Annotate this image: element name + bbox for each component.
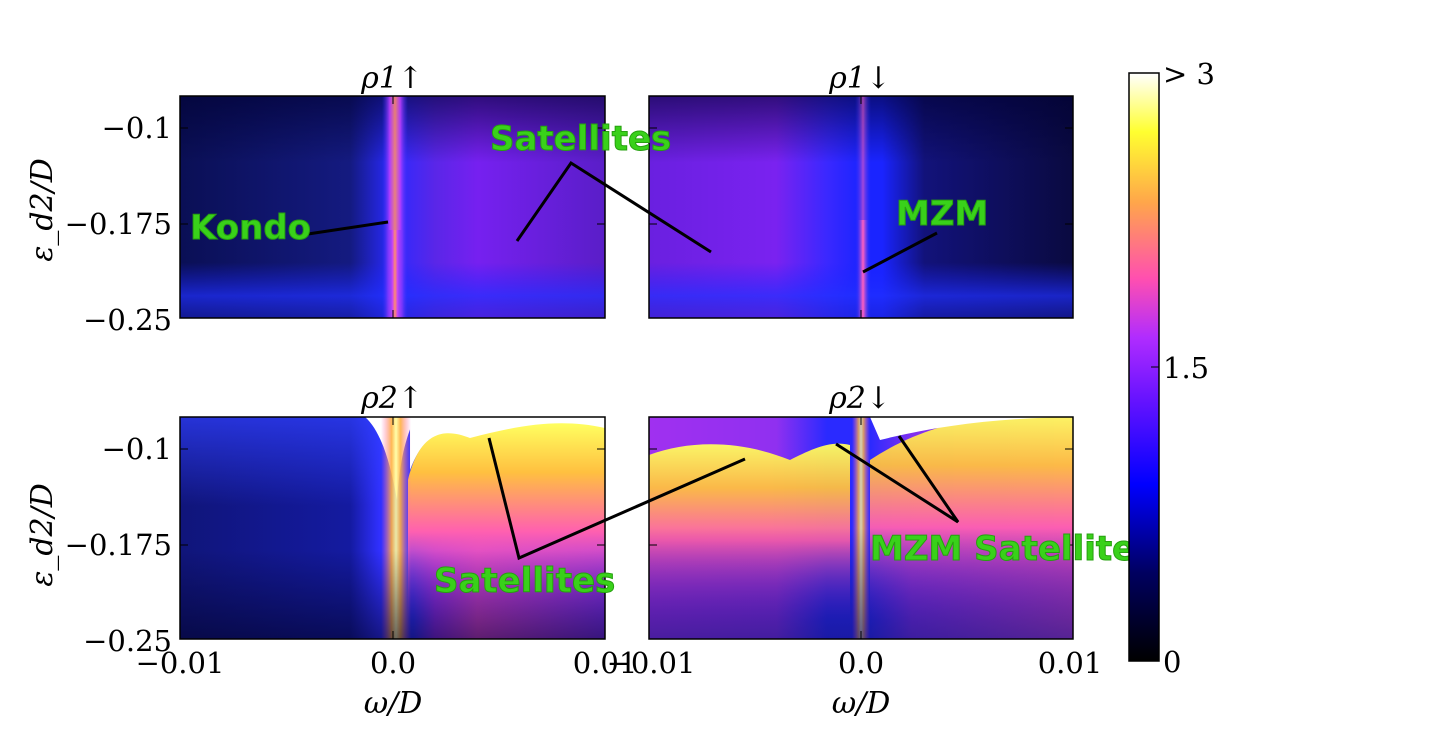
annotation-mzm: MZM (896, 194, 988, 234)
x-tick-label: 0.0 (838, 646, 884, 680)
colorbar-tick-label: 0 (1163, 645, 1181, 679)
x-tick-label: 0.01 (573, 646, 638, 680)
heatmap-rho1-down (649, 96, 1073, 318)
x-axis: −0.01 0.0 0.01 ω/D (136, 417, 638, 721)
heatmap-rho1-up (180, 96, 605, 318)
y-axis-label: ε_d2/D (25, 483, 60, 587)
annotation-kondo: Kondo (190, 208, 311, 248)
panel-title: ρ2↑ (360, 381, 423, 416)
annotation-satellites-bottom: Satellites (434, 561, 615, 601)
x-axis-label: ω/D (364, 686, 423, 721)
y-tick-label: −0.25 (83, 624, 172, 658)
panel-title: ρ1↑ (360, 61, 423, 96)
y-axis: −0.1 −0.175 −0.25 ε_d2/D (25, 432, 605, 658)
ticks (649, 96, 1073, 318)
colorbar-tick-label: > 3 (1163, 57, 1215, 91)
x-axis-label: ω/D (832, 686, 891, 721)
y-tick-label: −0.25 (83, 303, 172, 337)
annotation-mzm-satellites: MZM Satellites (870, 529, 1155, 569)
x-tick-label: −0.01 (136, 646, 225, 680)
y-tick-label: −0.175 (65, 528, 172, 562)
panel-rho1-down: ρ1↓ (648, 61, 1074, 319)
y-tick-label: −0.1 (102, 111, 172, 145)
panel-rho1-up: ρ1↑ −0.1 −0.175 −0.25 ε_d2/D (25, 61, 606, 337)
annotation-satellites-top: Satellites (490, 119, 671, 159)
panel-title: ρ1↓ (828, 61, 891, 96)
mzm-pointer-top (862, 231, 938, 274)
panel-rho2-down: ρ2↓ −0.01 0.0 0.01 ω/D (607, 381, 1103, 721)
colorbar-tick-label: 1.5 (1163, 351, 1209, 385)
x-tick-label: 0.0 (370, 646, 416, 680)
y-tick-label: −0.175 (65, 207, 172, 241)
panel-title: ρ2↓ (828, 381, 891, 416)
x-axis: −0.01 0.0 0.01 ω/D (607, 417, 1103, 721)
colorbar: > 3 1.5 0 (1128, 57, 1215, 679)
mzm-satellites-pointer (835, 435, 960, 524)
y-axis-label: ε_d2/D (25, 158, 60, 262)
y-tick-label: −0.1 (102, 432, 172, 466)
panel-rho2-up: ρ2↑ −0.1 −0.175 −0.25 ε_d2/D −0.01 0.0 0… (25, 381, 637, 721)
annotation-lines (307, 160, 960, 561)
y-axis: −0.1 −0.175 −0.25 ε_d2/D (25, 111, 605, 337)
heatmap-rho2-down (649, 417, 1073, 639)
x-tick-label: 0.01 (1038, 646, 1103, 680)
satellites-pointer-top (515, 160, 712, 254)
x-tick-label: −0.01 (607, 646, 696, 680)
satellites-pointer-bottom (487, 437, 746, 561)
kondo-pointer (307, 220, 389, 236)
heatmap-rho2-up (180, 417, 605, 639)
